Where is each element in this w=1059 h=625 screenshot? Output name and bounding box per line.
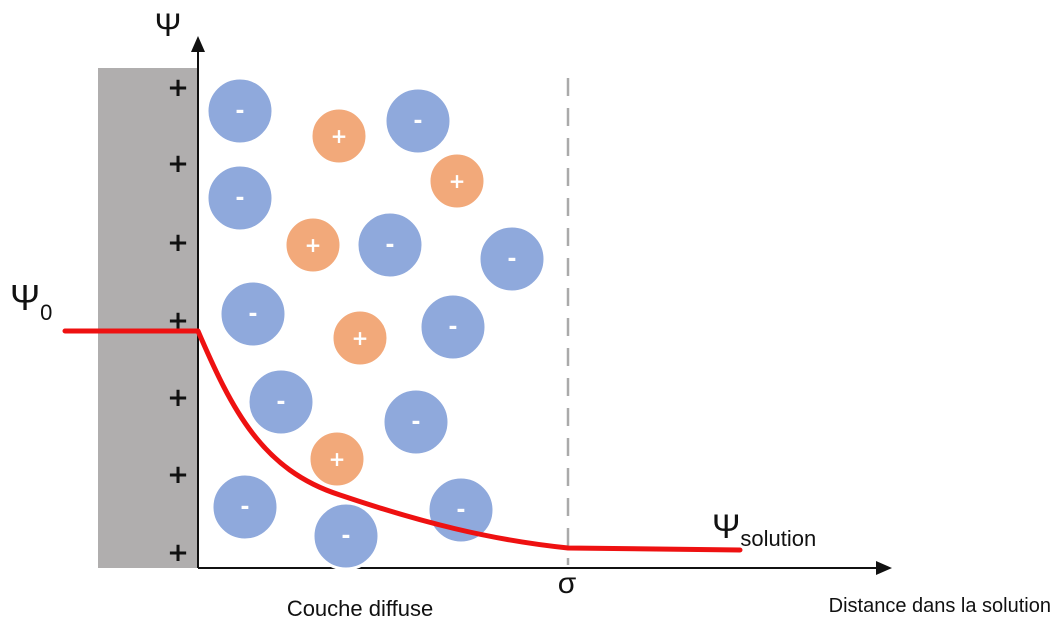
positive-ion-sign: + <box>305 233 322 257</box>
negative-ion-circle <box>383 86 453 156</box>
negative-ion-sign: - <box>276 390 285 415</box>
positive-ion-circle <box>283 215 343 275</box>
negative-ion-sign: - <box>507 247 516 272</box>
solution-potential-symbol: Ψ <box>712 508 740 546</box>
negative-ion-circle <box>355 210 425 280</box>
negative-ion-sign: - <box>235 99 244 124</box>
negative-ion-sign: - <box>456 498 465 523</box>
diffuse-layer-label: Couche diffuse <box>287 596 433 621</box>
surface-potential-symbol: Ψ <box>10 277 40 318</box>
surface-potential-subscript: 0 <box>40 300 52 325</box>
positive-ion-circle <box>309 106 369 166</box>
positive-ion: + <box>427 151 487 211</box>
y-axis-label: Ψ <box>155 7 182 43</box>
surface-potential-label: Ψ0 <box>10 277 52 325</box>
surface-charge: + <box>167 228 189 258</box>
ions-group: - - - - - - - - - - - - + + + + + <box>205 76 547 571</box>
negative-ion: - <box>381 387 451 457</box>
negative-ion-sign: - <box>248 302 257 327</box>
negative-ion: - <box>205 76 275 146</box>
negative-ion-sign: - <box>235 186 244 211</box>
negative-ion: - <box>355 210 425 280</box>
negative-ion-circle <box>218 279 288 349</box>
positive-ion-circle <box>427 151 487 211</box>
positive-ion: + <box>309 106 369 166</box>
positive-ion-sign: + <box>352 326 369 350</box>
negative-ion-sign: - <box>411 410 420 435</box>
negative-ion-circle <box>210 472 280 542</box>
positive-ion-sign: + <box>329 447 346 471</box>
surface-charge: + <box>167 383 189 413</box>
negative-ion-sign: - <box>413 109 422 134</box>
negative-ion-sign: - <box>240 495 249 520</box>
negative-ion: - <box>383 86 453 156</box>
negative-ion: - <box>210 472 280 542</box>
negative-ion: - <box>418 292 488 362</box>
negative-ion-circle <box>311 501 381 571</box>
solution-potential-label: Ψsolution <box>712 508 816 551</box>
positive-ion-sign: + <box>449 169 466 193</box>
negative-ion-circle <box>477 224 547 294</box>
positive-ion-sign: + <box>331 124 348 148</box>
negative-ion: - <box>218 279 288 349</box>
negative-ion: - <box>205 163 275 233</box>
positive-ion: + <box>283 215 343 275</box>
surface-charge: + <box>167 538 189 568</box>
charged-surface <box>98 68 198 568</box>
x-axis-arrow <box>876 561 892 575</box>
negative-ion-circle <box>381 387 451 457</box>
surface-charges: + + + + + + + <box>167 73 189 568</box>
negative-ion-sign: - <box>341 524 350 549</box>
surface-charge: + <box>167 460 189 490</box>
positive-ion: + <box>330 308 390 368</box>
positive-ion: + <box>307 429 367 489</box>
y-axis-arrow <box>191 36 205 52</box>
negative-ion: - <box>311 501 381 571</box>
negative-ion-circle <box>246 367 316 437</box>
positive-ion-circle <box>307 429 367 489</box>
x-axis-label: Distance dans la solution <box>829 595 1051 617</box>
negative-ion: - <box>477 224 547 294</box>
negative-ion-circle <box>205 76 275 146</box>
negative-ion-circle <box>205 163 275 233</box>
positive-ion-circle <box>330 308 390 368</box>
negative-ion-circle <box>418 292 488 362</box>
solution-potential-subscript: solution <box>740 526 816 551</box>
potential-curve <box>62 328 743 553</box>
sigma-label: σ <box>558 567 577 600</box>
surface-charge: + <box>167 73 189 103</box>
negative-ion-sign: - <box>448 315 457 340</box>
negative-ion: - <box>246 367 316 437</box>
negative-ion-sign: - <box>385 233 394 258</box>
surface-charge: + <box>167 149 189 179</box>
